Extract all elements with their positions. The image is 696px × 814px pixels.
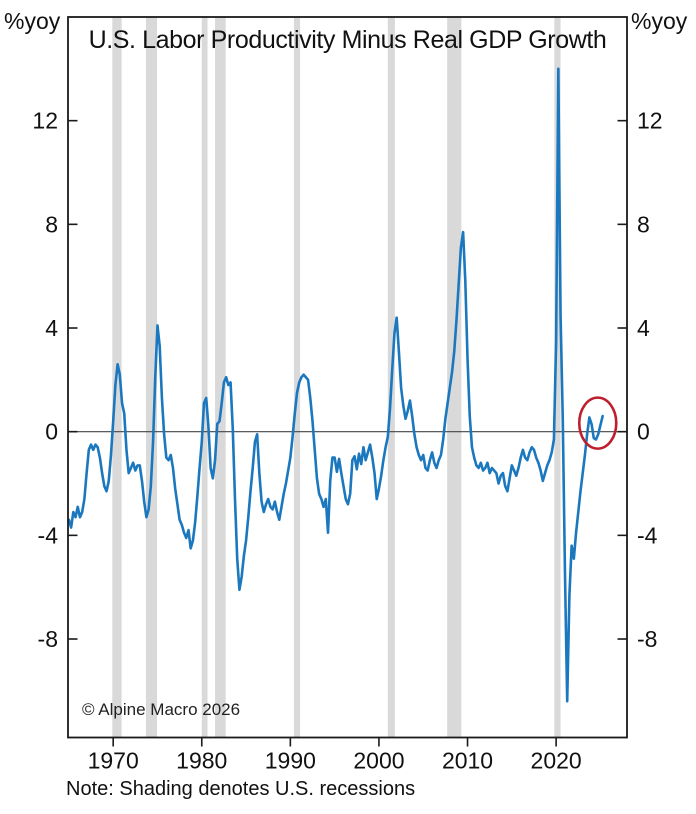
copyright-watermark: © Alpine Macro 2026: [82, 700, 241, 719]
recession-band: [554, 17, 561, 738]
x-axis-label: 1980: [176, 748, 227, 774]
y-axis-label-left: 8: [45, 211, 58, 237]
recession-band: [145, 17, 158, 738]
recession-band: [215, 17, 226, 738]
y-axis-label-right: 4: [637, 315, 650, 341]
y-axis-label-left: 4: [45, 315, 58, 341]
x-axis-label: 2010: [442, 748, 493, 774]
y-axis-label-left: -4: [38, 522, 59, 548]
y-axis-label-right: 8: [637, 211, 650, 237]
y-axis-label-right: 0: [637, 419, 650, 445]
recession-note: Note: Shading denotes U.S. recessions: [66, 778, 416, 800]
y-axis-label-left: -8: [38, 626, 58, 652]
recession-band: [447, 17, 462, 738]
data-line: [67, 67, 604, 703]
chart-title: U.S. Labor Productivity Minus Real GDP G…: [88, 26, 607, 54]
y-axis-unit-right: %yoy: [631, 8, 688, 34]
y-axis-label-right: -8: [637, 626, 657, 652]
y-axis-label-left: 12: [32, 108, 58, 134]
x-axis-label: 1970: [88, 748, 139, 774]
x-axis-label: 1990: [265, 748, 316, 774]
y-axis-label-left: 0: [45, 419, 58, 445]
x-axis-label: 2000: [353, 748, 404, 774]
plot-frame: [67, 16, 628, 739]
y-axis-label-right: -4: [637, 522, 658, 548]
highlight-ellipse: [577, 396, 618, 450]
recession-band: [293, 17, 301, 738]
y-axis-unit-left: %yoy: [4, 8, 61, 34]
recession-band: [201, 17, 208, 738]
x-axis-label: 2020: [531, 748, 582, 774]
y-axis-label-right: 12: [637, 108, 663, 134]
